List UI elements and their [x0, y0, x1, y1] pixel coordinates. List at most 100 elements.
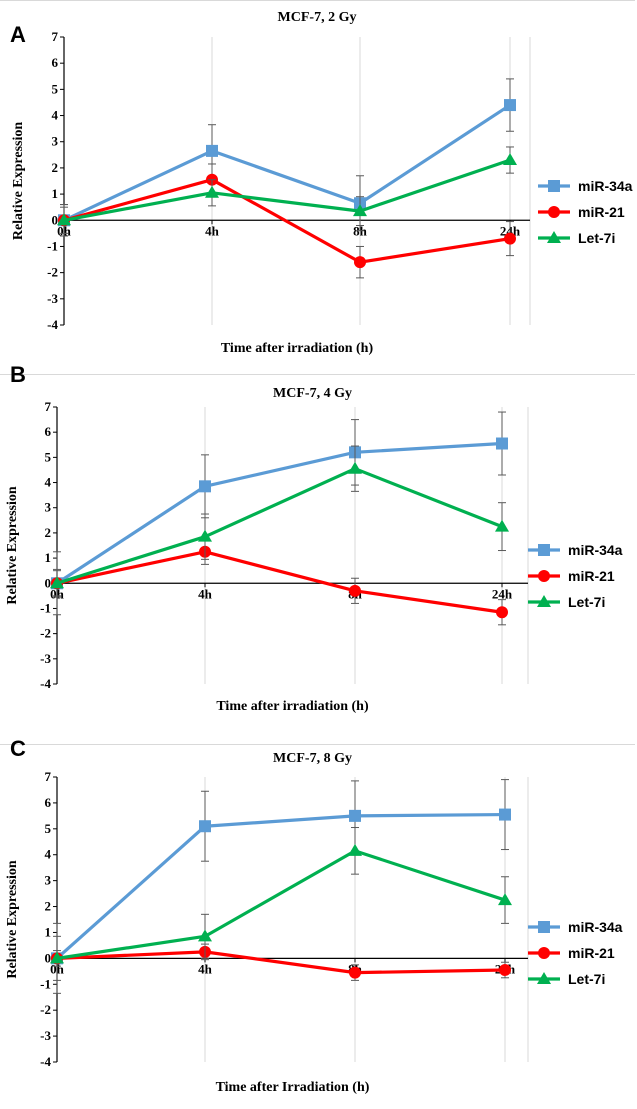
chart-a-svg: -4-3-2-1012345670h4h8h24hMCF-7, 2 GyTime… — [11, 10, 633, 356]
chart-a-legend: miR-34a miR-21 Let-7i — [538, 178, 633, 246]
chart-a-point-mir-34a — [504, 99, 516, 112]
chart-b-legend-label-mir-21: miR-21 — [568, 568, 615, 584]
chart-a-point-let-7i — [353, 204, 367, 217]
chart-c-legend: miR-34a miR-21 Let-7i — [528, 919, 623, 987]
chart-c-y-tick-label: 0 — [45, 950, 52, 965]
chart-a-y-tick-label: -2 — [47, 265, 58, 280]
chart-a-line-mir-21 — [63, 178, 511, 264]
chart-c-line-mir-21 — [56, 950, 506, 975]
chart-b-legend-marker-let-7i — [537, 595, 551, 607]
chart-b-y-tick-label: 3 — [45, 500, 52, 515]
chart-b-point-let-7i — [198, 529, 212, 542]
chart-a-legend-label-let-7i: Let-7i — [578, 230, 615, 246]
chart-b-legend-marker-mir-34a — [538, 544, 550, 556]
chart-b-y-tick-label: -4 — [40, 676, 51, 691]
panel-c-top-border — [0, 744, 635, 1109]
chart-c-y-tick-label: 2 — [45, 899, 52, 914]
chart-b-y-tick-label: 5 — [45, 449, 52, 464]
chart-c-series-let-7i — [50, 827, 512, 981]
chart-c-point-mir-34a — [199, 820, 211, 833]
chart-b-y-tick-label: -3 — [40, 651, 51, 666]
chart-c-legend-marker-let-7i — [537, 972, 551, 984]
chart-c-y-tick-label: 4 — [45, 847, 52, 862]
chart-c-y-tick-label: -3 — [40, 1028, 51, 1043]
chart-a-series-mir-34a — [58, 78, 516, 237]
chart-c-line-let-7i — [56, 849, 506, 960]
chart-c-legend-marker-mir-21 — [538, 947, 550, 959]
chart-a-y-tick-label: 6 — [52, 55, 59, 70]
chart-a-y-tick-label: 5 — [52, 81, 59, 96]
chart-c-title: MCF-7, 8 Gy — [273, 751, 352, 766]
chart-c-legend-label-mir-21: miR-21 — [568, 945, 615, 961]
chart-b-y-tick-label: 1 — [45, 550, 52, 565]
chart-c-svg: -4-3-2-1012345670h4h8h24hMCF-7, 8 GyTime… — [5, 751, 623, 1095]
chart-b-point-mir-21 — [496, 606, 508, 619]
chart-panel-c: C -4-3-2-1012345670h4h8h24hMCF-7, 8 GyTi… — [0, 736, 637, 1109]
chart-b-x-tick-label: 4h — [198, 586, 213, 601]
chart-b-y-tick-label: -2 — [40, 626, 51, 641]
chart-c-y-tick-label: 7 — [45, 769, 52, 784]
chart-b-line-let-7i — [56, 467, 503, 585]
chart-a-y-tick-label: -1 — [47, 238, 58, 253]
chart-b-x-tick-label: 24h — [492, 586, 513, 601]
chart-c-y-tick-label: 3 — [45, 873, 52, 888]
chart-b-title: MCF-7, 4 Gy — [273, 386, 352, 401]
chart-c-y-tick-label: -1 — [40, 976, 51, 991]
chart-panel-a: A -4-3-2-1012345670h4h8h24hMCF-7, 2 GyTi… — [0, 0, 637, 358]
chart-b-y-tick-label: -1 — [40, 600, 51, 615]
chart-a-x-tick-label: 4h — [205, 223, 220, 238]
chart-c-y-tick-label: 1 — [45, 924, 52, 939]
chart-c-y-tick-label: 5 — [45, 821, 52, 836]
chart-a-line-mir-34a — [63, 103, 511, 222]
chart-c-point-let-7i — [50, 951, 64, 964]
chart-c-point-mir-34a — [349, 809, 361, 822]
chart-c-x-axis-label: Time after Irradiation (h) — [216, 1080, 370, 1095]
chart-b-y-tick-label: 7 — [45, 399, 52, 414]
chart-b-legend-marker-mir-21 — [538, 570, 550, 582]
chart-c-y-tick-label: 6 — [45, 795, 52, 810]
chart-a-legend-marker-let-7i — [547, 231, 561, 243]
chart-a-legend-label-mir-21: miR-21 — [578, 204, 625, 220]
chart-a-point-let-7i — [205, 185, 219, 198]
chart-c-point-mir-34a — [499, 808, 511, 821]
chart-c-line-mir-34a — [55, 812, 506, 960]
chart-c-legend-label-mir-34a: miR-34a — [568, 919, 623, 935]
panel-b-letter: B — [10, 362, 26, 387]
chart-c-legend-label-let-7i: Let-7i — [568, 971, 605, 987]
chart-a-x-axis-label: Time after irradiation (h) — [221, 341, 374, 356]
panel-c-letter: C — [10, 736, 26, 761]
chart-b-legend: miR-34a miR-21 Let-7i — [528, 542, 623, 610]
chart-c-point-let-7i — [198, 929, 212, 942]
chart-a-series-let-7i — [57, 146, 517, 234]
chart-b-series-let-7i — [50, 445, 509, 597]
chart-b-x-axis-label: Time after irradiation (h) — [216, 699, 369, 714]
chart-c-y-tick-label: -4 — [40, 1054, 51, 1069]
chart-b-y-tick-label: 0 — [45, 575, 52, 590]
chart-b-point-let-7i — [50, 576, 64, 589]
chart-b-legend-label-mir-34a: miR-34a — [568, 542, 623, 558]
chart-b-point-mir-34a — [496, 437, 508, 450]
panel-b-top-border — [0, 374, 635, 714]
chart-a-y-tick-label: 1 — [52, 186, 59, 201]
chart-b-line-mir-34a — [56, 441, 503, 585]
chart-c-y-tick-label: -2 — [40, 1002, 51, 1017]
chart-c-x-tick-label: 4h — [198, 961, 213, 976]
chart-a-y-axis-label: Relative Expression — [11, 122, 26, 241]
chart-a-y-tick-label: 7 — [52, 29, 59, 44]
chart-b-point-mir-34a — [199, 480, 211, 493]
chart-b-y-axis-label: Relative Expression — [5, 486, 20, 605]
panel-a-letter: A — [10, 22, 26, 47]
chart-b-y-tick-label: 2 — [45, 525, 52, 540]
chart-a-point-let-7i — [503, 153, 517, 166]
chart-b-point-mir-21 — [349, 584, 361, 597]
chart-a-legend-marker-mir-21 — [548, 206, 560, 218]
chart-panel-b: B -4-3-2-1012345670h4h8h24hMCF-7, 4 GyTi… — [0, 362, 637, 714]
chart-c-point-let-7i — [498, 893, 512, 906]
chart-a-y-tick-label: 4 — [52, 108, 59, 123]
chart-a-point-mir-21 — [354, 256, 366, 269]
chart-b-y-tick-label: 4 — [45, 475, 52, 490]
chart-a-y-tick-label: 2 — [52, 160, 59, 175]
chart-a-y-tick-label: -3 — [47, 291, 58, 306]
chart-a-legend-label-mir-34a: miR-34a — [578, 178, 633, 194]
chart-a-legend-marker-mir-34a — [548, 180, 560, 192]
